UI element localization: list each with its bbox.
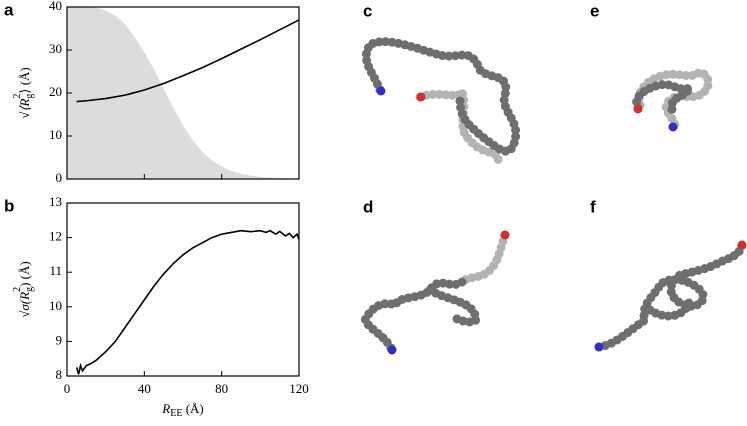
label-sub: EE [170,408,182,419]
panel-label: b [4,196,14,215]
y-tick-label: 8 [56,367,63,382]
end-bead [387,345,397,355]
x-tick-label: 120 [289,381,309,396]
y-tick-label: 12 [49,229,62,244]
label-sub: g [24,94,35,99]
end-bead [633,104,643,114]
y-tick-label: 40 [49,0,62,13]
chain [594,240,747,352]
axis-label: √⟨Rg2⟩ (Å) [12,67,35,119]
plot-frame [66,202,300,377]
panel-label: a [4,0,14,19]
y-tick-label: 13 [49,194,62,209]
label-main: R [161,401,170,416]
axis-label: √σ(Rg2) (Å) [12,261,35,317]
x-tick-label: 40 [138,381,151,396]
label-sup: 2 [12,287,23,292]
x-tick-label: 80 [215,381,228,396]
label-main: √σ(R [17,292,32,318]
end-bead [668,122,678,132]
structure-c [361,37,521,165]
end-bead [594,342,604,352]
panel-label: d [363,197,373,216]
panel-label: e [590,1,599,20]
label-main: √⟨R [17,99,32,119]
chain [360,277,481,355]
y-tick-label: 20 [49,84,62,99]
y-tick-label: 11 [49,263,62,278]
end-bead [416,92,426,102]
y-tick-label: 10 [49,298,62,313]
panel-label: c [363,1,372,20]
label-end: ) (Å) [17,261,32,287]
x-tick-label: 0 [64,381,71,396]
y-tick-label: 30 [49,41,62,56]
chain [457,230,510,287]
y-tick-label: 0 [56,170,63,185]
label-sup: 2 [12,94,23,99]
end-bead [500,230,510,240]
chain [632,79,695,115]
structure-f [594,240,747,352]
end-bead [376,86,386,96]
label-end: (Å) [182,401,203,416]
line [76,19,300,103]
area [67,7,299,179]
line [75,229,300,375]
axis-label: REE (Å) [161,401,203,419]
end-bead [737,240,747,250]
y-tick-label: 9 [56,332,63,347]
label-end: ⟩ (Å) [17,67,32,93]
label-sub: g [24,287,35,292]
chain [361,37,521,156]
structure-d [360,230,510,355]
y-tick-label: 10 [49,127,62,142]
structure-e [632,67,713,132]
panel-label: f [590,197,596,216]
